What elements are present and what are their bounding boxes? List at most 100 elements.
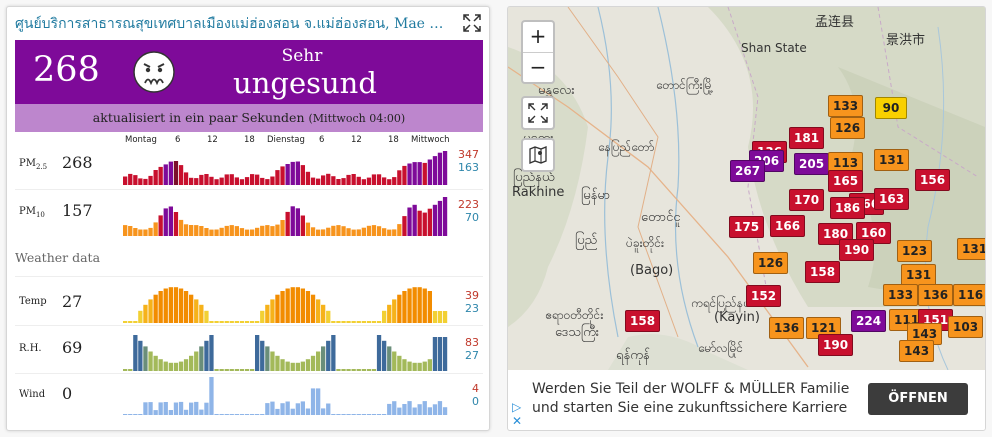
aqi-station-marker[interactable]: 131 (874, 149, 910, 171)
history-bar (219, 414, 224, 415)
history-bar (412, 362, 417, 371)
place-label: မြန်မာ (581, 188, 611, 203)
aqi-station-marker[interactable]: 186 (830, 197, 866, 219)
wind-history-chart[interactable] (123, 373, 448, 417)
aqi-station-marker[interactable]: 126 (753, 252, 789, 274)
history-bar (255, 227, 260, 236)
history-bar (260, 414, 265, 415)
history-bar (336, 179, 341, 185)
history-bar (356, 414, 361, 415)
history-bar (326, 340, 331, 371)
history-bar (239, 369, 245, 371)
aqi-station-marker[interactable]: 143 (899, 340, 935, 362)
history-bar (305, 408, 311, 415)
aqi-station-marker[interactable]: 136 (918, 284, 954, 306)
aqi-station-marker[interactable]: 163 (874, 188, 910, 210)
aqi-station-marker[interactable]: 143 (907, 323, 943, 345)
aqi-station-marker[interactable]: 116 (953, 284, 985, 306)
aqi-station-marker[interactable]: 152 (746, 285, 782, 307)
fullscreen-icon (528, 103, 548, 123)
history-bar (250, 321, 255, 323)
pm25-history-chart[interactable] (123, 147, 448, 187)
history-bar (214, 414, 219, 415)
history-bar (371, 174, 377, 185)
history-bar (300, 361, 305, 371)
aqi-station-marker[interactable]: 166 (770, 215, 806, 237)
aqi-station-marker[interactable]: 181 (789, 127, 825, 149)
aqi-station-marker[interactable]: 103 (948, 316, 984, 338)
aqi-station-marker[interactable]: 165 (828, 170, 864, 192)
aqi-station-marker[interactable]: 136 (769, 317, 805, 339)
pm10-value: 157 (62, 201, 93, 220)
history-bar (163, 208, 168, 236)
aqi-map[interactable]: မန္တလေးတောင်ကြီးမြို့Shan Stateမကွေးနေပြ… (507, 6, 986, 431)
history-bar (158, 359, 163, 371)
pm10-history-chart[interactable] (123, 193, 448, 238)
history-bar (133, 321, 138, 323)
aqi-station-marker[interactable]: 133 (828, 95, 864, 117)
ad-text[interactable]: Werden Sie Teil der WOLFF & MÜLLER Famil… (532, 381, 850, 416)
wind-max: 4 (472, 382, 479, 395)
station-name[interactable]: ศูนย์บริการสาธารณสุขเทศบาลเมืองแม่ฮ่องสอ… (15, 16, 455, 32)
history-bar (199, 226, 204, 236)
history-bar (265, 225, 270, 236)
history-bar (194, 299, 199, 323)
history-bar (138, 178, 143, 185)
aqi-station-marker[interactable]: 131 (901, 264, 937, 286)
humidity-history-chart[interactable] (123, 327, 448, 373)
zoom-in-button[interactable]: + (523, 22, 553, 53)
aqi-station-marker[interactable]: 156 (915, 169, 951, 191)
aqi-station-marker[interactable]: 121 (806, 317, 842, 339)
row-divider (15, 373, 483, 374)
aqi-station-marker[interactable]: 131 (957, 238, 985, 260)
ad-choices-icon[interactable]: ▷ ✕ (512, 400, 523, 428)
history-bar (168, 410, 173, 415)
aqi-station-marker[interactable]: 126 (830, 117, 866, 139)
history-bar (407, 207, 412, 236)
aqi-station-marker[interactable]: 158 (625, 310, 661, 332)
pm25-value: 268 (62, 153, 93, 172)
history-bar (336, 225, 341, 236)
aqi-station-marker[interactable]: 158 (805, 261, 841, 283)
ad-open-button[interactable]: ÖFFNEN (868, 383, 968, 415)
aqi-station-marker[interactable]: 133 (883, 284, 919, 306)
history-bar (244, 177, 250, 185)
aqi-station-marker[interactable]: 224 (851, 310, 887, 332)
aqi-station-marker[interactable]: 90 (875, 97, 907, 119)
aqi-station-marker[interactable]: 190 (839, 239, 875, 261)
aqi-station-marker[interactable]: 113 (828, 152, 864, 174)
aqi-banner: 268 Sehr ungesund (15, 40, 483, 104)
history-bar (189, 177, 194, 185)
aqi-station-marker[interactable]: 190 (818, 334, 854, 356)
aqi-station-marker[interactable]: 267 (730, 160, 766, 182)
aqi-station-marker[interactable]: 175 (729, 216, 765, 238)
temp-history-chart[interactable] (123, 279, 448, 325)
history-bar (346, 174, 351, 185)
history-bar (397, 170, 402, 185)
expand-icon[interactable] (463, 14, 481, 32)
history-bar (280, 291, 285, 323)
history-bar (275, 355, 280, 371)
map-layers-button[interactable] (521, 138, 555, 172)
history-bar (366, 321, 372, 323)
history-bar (173, 212, 179, 236)
aqi-station-marker[interactable]: 170 (789, 189, 825, 211)
aqi-station-marker[interactable]: 123 (897, 240, 933, 262)
history-bar (178, 401, 184, 415)
wind-value: 0 (62, 384, 73, 403)
history-bar (173, 287, 179, 323)
advertisement[interactable]: ▷ ✕ Werden Sie Teil der WOLFF & MÜLLER Fa… (508, 370, 985, 430)
history-bar (250, 229, 255, 236)
history-bar (412, 287, 417, 323)
history-bar (392, 229, 397, 236)
history-bar (209, 377, 214, 415)
history-bar (356, 176, 361, 185)
history-bar (326, 310, 331, 323)
history-bar (310, 177, 316, 185)
aqi-station-marker[interactable]: 205 (794, 153, 830, 175)
history-bar (285, 211, 290, 236)
zoom-out-button[interactable]: − (529, 55, 547, 79)
fullscreen-button[interactable] (521, 96, 555, 130)
temp-min: 23 (465, 302, 479, 315)
history-bar (417, 162, 422, 185)
